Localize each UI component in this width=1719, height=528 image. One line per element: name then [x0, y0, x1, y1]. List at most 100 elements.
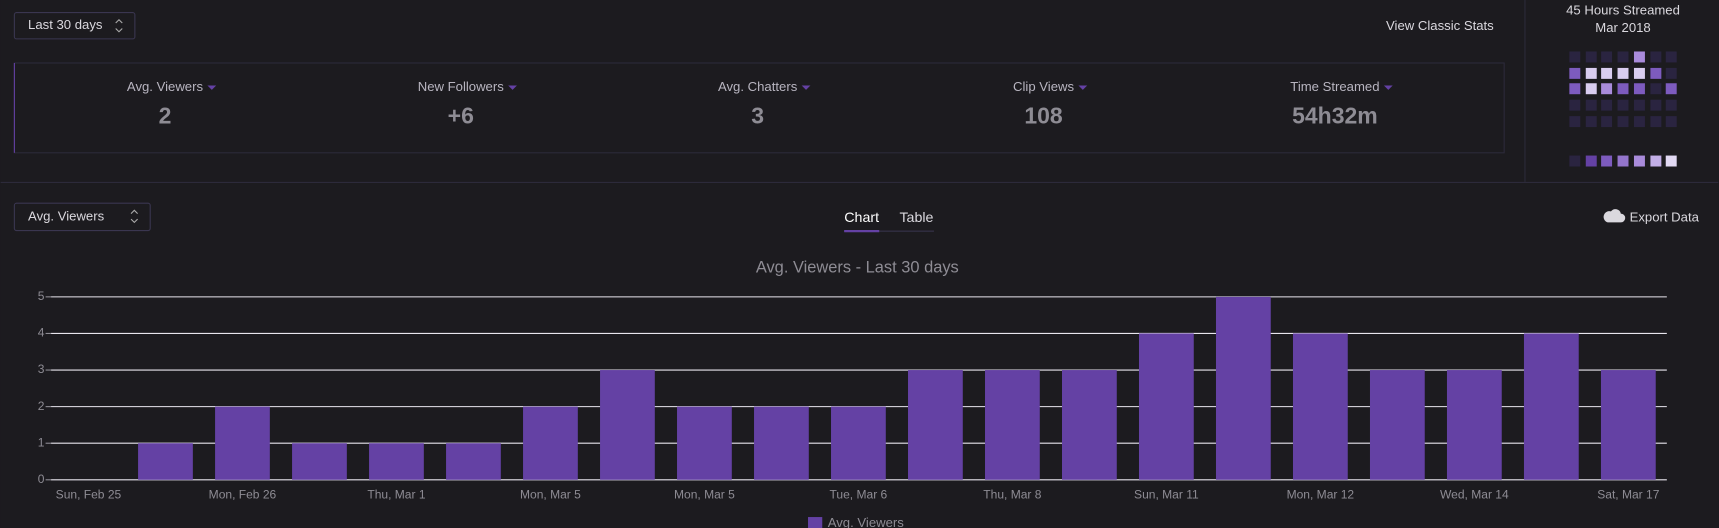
cell [1650, 83, 1662, 95]
stat-caret [801, 85, 811, 90]
cell [1585, 51, 1597, 63]
cell [1665, 116, 1677, 128]
cell [1665, 83, 1677, 95]
bar [1138, 333, 1194, 480]
legend-cell [1633, 155, 1645, 167]
y-tick-label: 3 [38, 362, 45, 376]
legend-cell [1569, 155, 1581, 167]
legend-cell [1601, 155, 1613, 167]
cell [1585, 99, 1597, 111]
metric-select-text: Avg. Viewers [28, 208, 105, 223]
cell [1633, 67, 1645, 79]
stat-caret [1078, 85, 1088, 90]
cell [1585, 116, 1597, 128]
metric-select[interactable] [13, 202, 151, 232]
bar [754, 406, 809, 480]
legend-cell [1585, 155, 1597, 167]
cell [1569, 116, 1581, 128]
stat-value: 54h32m [1292, 102, 1378, 128]
stat-label: Avg. Viewers [127, 79, 204, 94]
range-select-text: Last 30 days [28, 17, 103, 32]
x-tick-label: Mon, Mar 12 [1287, 487, 1355, 501]
legend-cell [1617, 155, 1629, 167]
stat-caret [508, 85, 517, 90]
bar [215, 406, 270, 480]
stat-label: Time Streamed [1290, 79, 1379, 94]
x-tick-label: Mon, Mar 5 [674, 487, 735, 501]
cell [1569, 83, 1581, 95]
legend-swatch [808, 517, 823, 528]
cell [1617, 51, 1629, 63]
stat-value: +6 [448, 102, 474, 128]
cell [1569, 99, 1581, 111]
bar [369, 443, 424, 480]
y-tick-label: 0 [38, 472, 45, 486]
bar [1369, 370, 1425, 480]
bar [831, 406, 886, 480]
export-button[interactable]: Export Data [1630, 209, 1700, 224]
cell [1650, 99, 1662, 111]
stat-label: Clip Views [1013, 79, 1074, 94]
cell [1569, 51, 1581, 63]
stat-caret [207, 85, 217, 90]
cell [1650, 51, 1662, 63]
legend-label: Avg. Viewers [828, 515, 905, 528]
cell [1601, 116, 1613, 128]
bar [1292, 333, 1348, 480]
x-tick-label: Sun, Feb 25 [56, 487, 122, 501]
stat-label: New Followers [418, 79, 504, 94]
bar [1600, 370, 1656, 480]
x-tick-label: Sun, Mar 11 [1134, 487, 1199, 501]
calendar-grid [1569, 51, 1677, 167]
x-tick-label: Thu, Mar 8 [983, 487, 1041, 501]
cell [1601, 67, 1613, 79]
tab-table[interactable]: Table [899, 210, 933, 226]
chart-title: Avg. Viewers - Last 30 days [756, 259, 959, 277]
cell [1665, 99, 1677, 111]
cell [1601, 83, 1613, 95]
calendar-month: Mar 2018 [1595, 20, 1650, 35]
stat-value: 3 [751, 102, 764, 128]
x-tick-label: Thu, Mar 1 [367, 487, 425, 501]
cell [1665, 51, 1677, 63]
cell [1650, 116, 1662, 128]
cell [1650, 67, 1662, 79]
x-tick-label: Mon, Mar 5 [520, 487, 581, 501]
tab-chart[interactable]: Chart [844, 210, 879, 226]
cell [1633, 51, 1645, 63]
x-tick-label: Wed, Mar 14 [1440, 487, 1509, 501]
bar [1523, 333, 1579, 480]
bar [138, 443, 193, 480]
cell [1665, 67, 1677, 79]
classic-stats-link[interactable]: View Classic Stats [1386, 18, 1494, 33]
bar [677, 406, 732, 480]
cell [1633, 99, 1645, 111]
stat-label: Avg. Chatters [718, 79, 798, 94]
cell [1569, 67, 1581, 79]
y-tick-label: 2 [38, 399, 45, 413]
cell [1601, 51, 1613, 63]
y-tick-label: 4 [38, 326, 45, 340]
stat-value: 2 [159, 102, 172, 128]
select-arrows [115, 18, 123, 33]
cell [1585, 67, 1597, 79]
stat-value: 108 [1024, 102, 1063, 128]
bar [908, 370, 963, 480]
bar [523, 406, 578, 480]
bar [1446, 370, 1502, 480]
range-select[interactable] [13, 12, 136, 40]
bar [1061, 370, 1117, 480]
legend-cell [1650, 155, 1662, 167]
cell [1617, 116, 1629, 128]
y-tick-label: 5 [38, 289, 45, 303]
select-arrows [130, 209, 138, 224]
cell [1633, 83, 1645, 95]
y-tick-label: 1 [38, 435, 45, 449]
bar [446, 443, 501, 480]
x-tick-label: Tue, Mar 6 [830, 487, 888, 501]
bar [600, 370, 655, 480]
stat-caret [1383, 85, 1393, 90]
cell [1617, 99, 1629, 111]
cell [1585, 83, 1597, 95]
